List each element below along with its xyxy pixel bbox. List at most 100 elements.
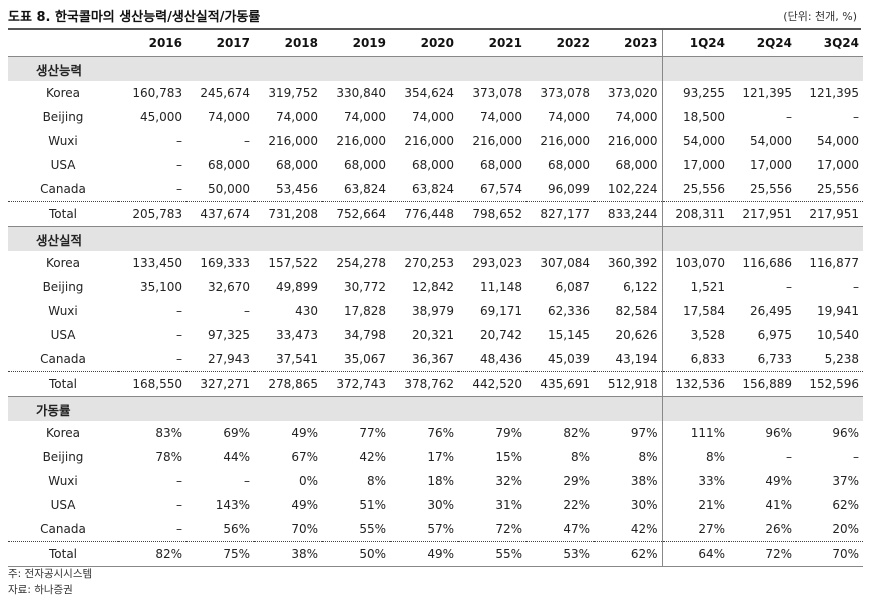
top-rule xyxy=(8,28,861,30)
header-2019: 2019 xyxy=(322,30,390,57)
value-cell: – xyxy=(244,134,250,148)
value-cell: – xyxy=(786,110,792,124)
unit-label: (단위: 천개, %) xyxy=(783,10,857,23)
value-cell: 18% xyxy=(427,474,454,488)
value-cell: 72% xyxy=(729,541,796,567)
value-cell: 25,556 xyxy=(817,182,859,196)
value-cell: 70% xyxy=(291,522,318,536)
value-cell: – xyxy=(176,158,182,172)
header-2016: 2016 xyxy=(118,30,186,57)
value-cell: 143% xyxy=(215,498,250,512)
table-row: USA – 68,000 68,000 68,000 68,000 68,000 68,000… xyxy=(8,153,863,177)
value-cell: – xyxy=(176,182,182,196)
table-row: Beijing 45,000 74,000 74,000 74,000 74,000 74,… xyxy=(8,105,863,129)
header-2022: 2022 xyxy=(526,30,594,57)
value-cell: – xyxy=(853,280,859,294)
value-cell: – xyxy=(176,474,182,488)
value-cell: 205,783 xyxy=(118,201,186,227)
value-cell: 270,253 xyxy=(404,256,454,270)
value-cell: 19,941 xyxy=(817,304,859,318)
row-label: Canada xyxy=(40,352,86,366)
value-cell: 17,000 xyxy=(817,158,859,172)
value-cell: 44% xyxy=(223,450,250,464)
value-cell: 437,674 xyxy=(186,201,254,227)
value-cell: 8% xyxy=(638,450,658,464)
value-cell: 74,000 xyxy=(480,110,522,124)
value-cell: 57% xyxy=(427,522,454,536)
section-title: 생산능력 xyxy=(8,56,662,81)
value-cell: 373,078 xyxy=(472,86,522,100)
value-cell: – xyxy=(176,134,182,148)
value-cell: 307,084 xyxy=(540,256,590,270)
value-cell: 20,742 xyxy=(480,328,522,342)
row-label: Beijing xyxy=(42,110,84,124)
row-label: USA xyxy=(50,328,76,342)
value-cell: 116,877 xyxy=(809,256,859,270)
footnote-source-system: 주: 전자공시시스템 xyxy=(8,568,93,580)
value-cell: 45,039 xyxy=(548,352,590,366)
value-cell: 6,122 xyxy=(623,280,658,294)
footnote-data-source: 자료: 하나증권 xyxy=(8,584,73,596)
value-cell: 30% xyxy=(427,498,454,512)
value-cell: 43,194 xyxy=(615,352,658,366)
section-title-filler xyxy=(661,396,863,421)
value-cell: 49,899 xyxy=(276,280,318,294)
value-cell: 26,495 xyxy=(750,304,792,318)
value-cell: 20,626 xyxy=(615,328,658,342)
value-cell: 27,943 xyxy=(208,352,250,366)
value-cell: 93,255 xyxy=(661,81,729,105)
value-cell: 752,664 xyxy=(322,201,390,227)
value-cell: 293,023 xyxy=(472,256,522,270)
value-cell: 54,000 xyxy=(750,134,792,148)
value-cell: – xyxy=(176,304,182,318)
value-cell: 17,828 xyxy=(344,304,386,318)
value-cell: 68,000 xyxy=(344,158,386,172)
value-cell: 54,000 xyxy=(661,129,729,153)
value-cell: 327,271 xyxy=(186,371,254,397)
value-cell: 6,833 xyxy=(661,347,729,372)
value-cell: 168,550 xyxy=(118,371,186,397)
header-2017: 2017 xyxy=(186,30,254,57)
table-row: Beijing 78% 44% 67% 42% 17% 15% 8% 8% 8% – – xyxy=(8,445,863,469)
table-row: Korea 133,450 169,333 157,522 254,278 270,253… xyxy=(8,251,863,275)
value-cell: 216,000 xyxy=(472,134,522,148)
row-label: Total xyxy=(8,371,118,397)
value-cell: 430 xyxy=(295,304,318,318)
value-cell: 121,395 xyxy=(809,86,859,100)
value-cell: 21% xyxy=(661,493,729,517)
header-3q24: 3Q24 xyxy=(796,30,863,57)
value-cell: 82,584 xyxy=(615,304,658,318)
value-cell: 68,000 xyxy=(548,158,590,172)
value-cell: 68,000 xyxy=(412,158,454,172)
value-cell: 3,528 xyxy=(661,323,729,347)
section-title: 가동률 xyxy=(8,396,662,421)
value-cell: 76% xyxy=(427,426,454,440)
value-cell: 42% xyxy=(630,522,658,536)
value-cell: 17% xyxy=(427,450,454,464)
value-cell: 5,238 xyxy=(824,352,859,366)
value-cell: 68,000 xyxy=(208,158,250,172)
row-label: USA xyxy=(50,158,76,172)
header-2q24: 2Q24 xyxy=(729,30,796,57)
value-cell: 26% xyxy=(765,522,792,536)
table-row: Canada – 50,000 53,456 63,824 63,824 67,574 96,… xyxy=(8,177,863,202)
value-cell: 82% xyxy=(118,541,186,567)
value-cell: 278,865 xyxy=(254,371,322,397)
value-cell: 62% xyxy=(832,498,859,512)
value-cell: 169,333 xyxy=(200,256,250,270)
value-cell: 17,584 xyxy=(661,299,729,323)
value-cell: 10,540 xyxy=(817,328,859,342)
value-cell: 72% xyxy=(495,522,522,536)
value-cell: 38% xyxy=(630,474,658,488)
header-label-cell xyxy=(8,30,118,57)
value-cell: 0% xyxy=(298,474,318,488)
value-cell: 48,436 xyxy=(480,352,522,366)
value-cell: 133,450 xyxy=(132,256,182,270)
value-cell: 30,772 xyxy=(344,280,386,294)
value-cell: 96,099 xyxy=(548,182,590,196)
value-cell: 62,336 xyxy=(548,304,590,318)
value-cell: – xyxy=(176,498,182,512)
value-cell: 217,951 xyxy=(729,201,796,227)
value-cell: – xyxy=(853,110,859,124)
row-label: Wuxi xyxy=(48,304,78,318)
